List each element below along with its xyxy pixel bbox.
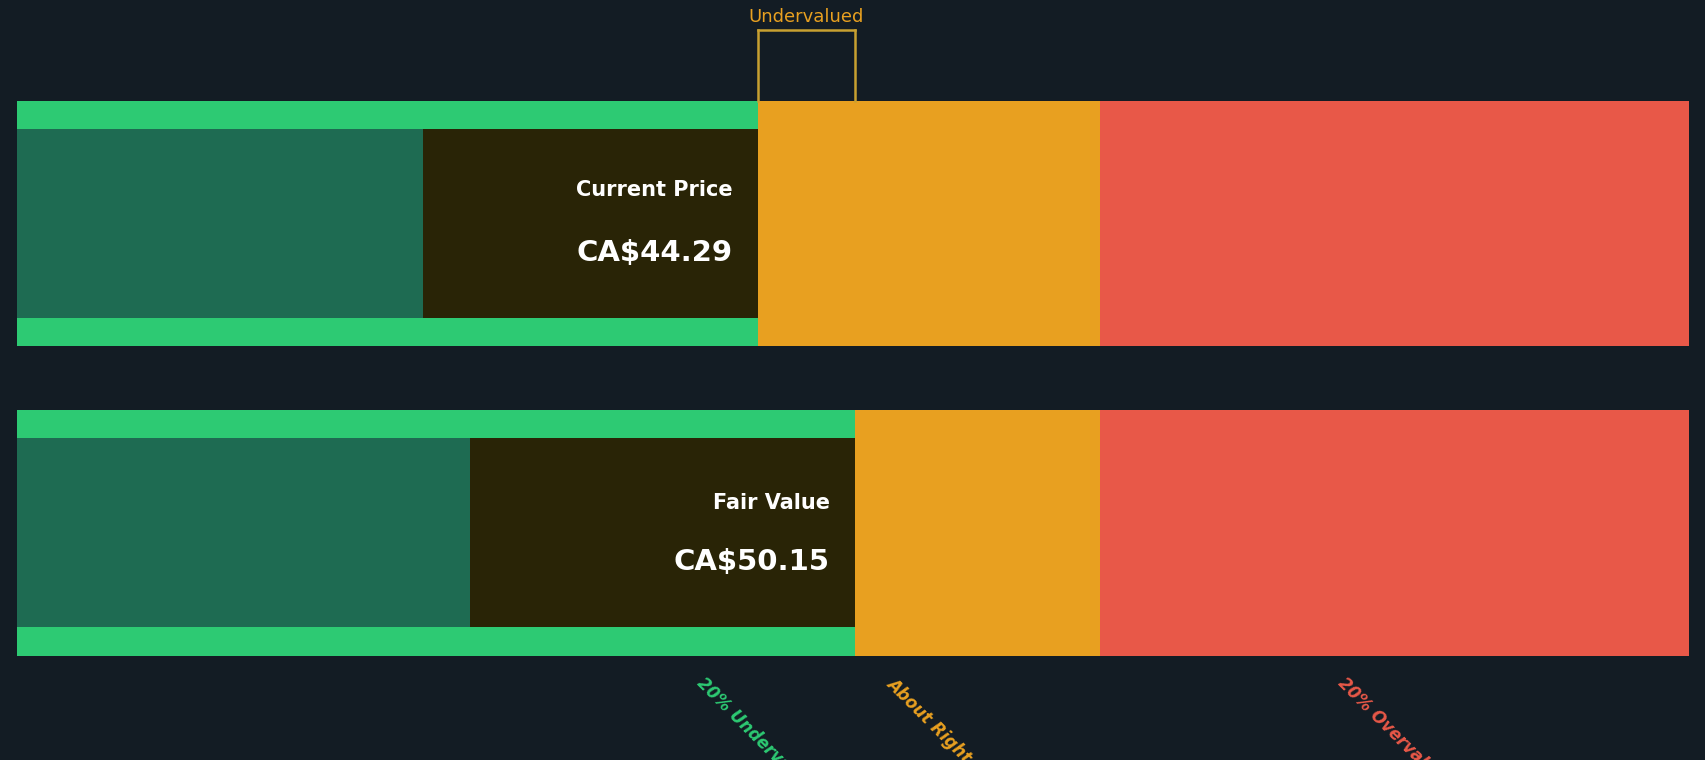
Bar [471, 438, 854, 627]
Text: 20% Overvalued: 20% Overvalued [1333, 674, 1454, 760]
Bar [17, 410, 854, 438]
Text: Current Price: Current Price [576, 180, 731, 200]
Bar [423, 129, 757, 318]
Bar [17, 318, 757, 347]
Text: CA$44.29: CA$44.29 [576, 239, 731, 268]
Text: Fair Value: Fair Value [713, 493, 829, 513]
Bar [17, 627, 854, 656]
Text: Undervalued: Undervalued [748, 8, 863, 26]
Text: About Right: About Right [883, 674, 975, 760]
Bar [1100, 101, 1688, 347]
Bar [1100, 410, 1688, 656]
Bar [17, 101, 757, 347]
Bar [17, 410, 854, 656]
Bar [757, 30, 854, 101]
Bar [854, 410, 1100, 656]
Text: CA$50.15: CA$50.15 [673, 549, 829, 577]
Bar [17, 101, 757, 129]
Bar [757, 101, 1100, 347]
Text: 20% Undervalued: 20% Undervalued [692, 674, 822, 760]
